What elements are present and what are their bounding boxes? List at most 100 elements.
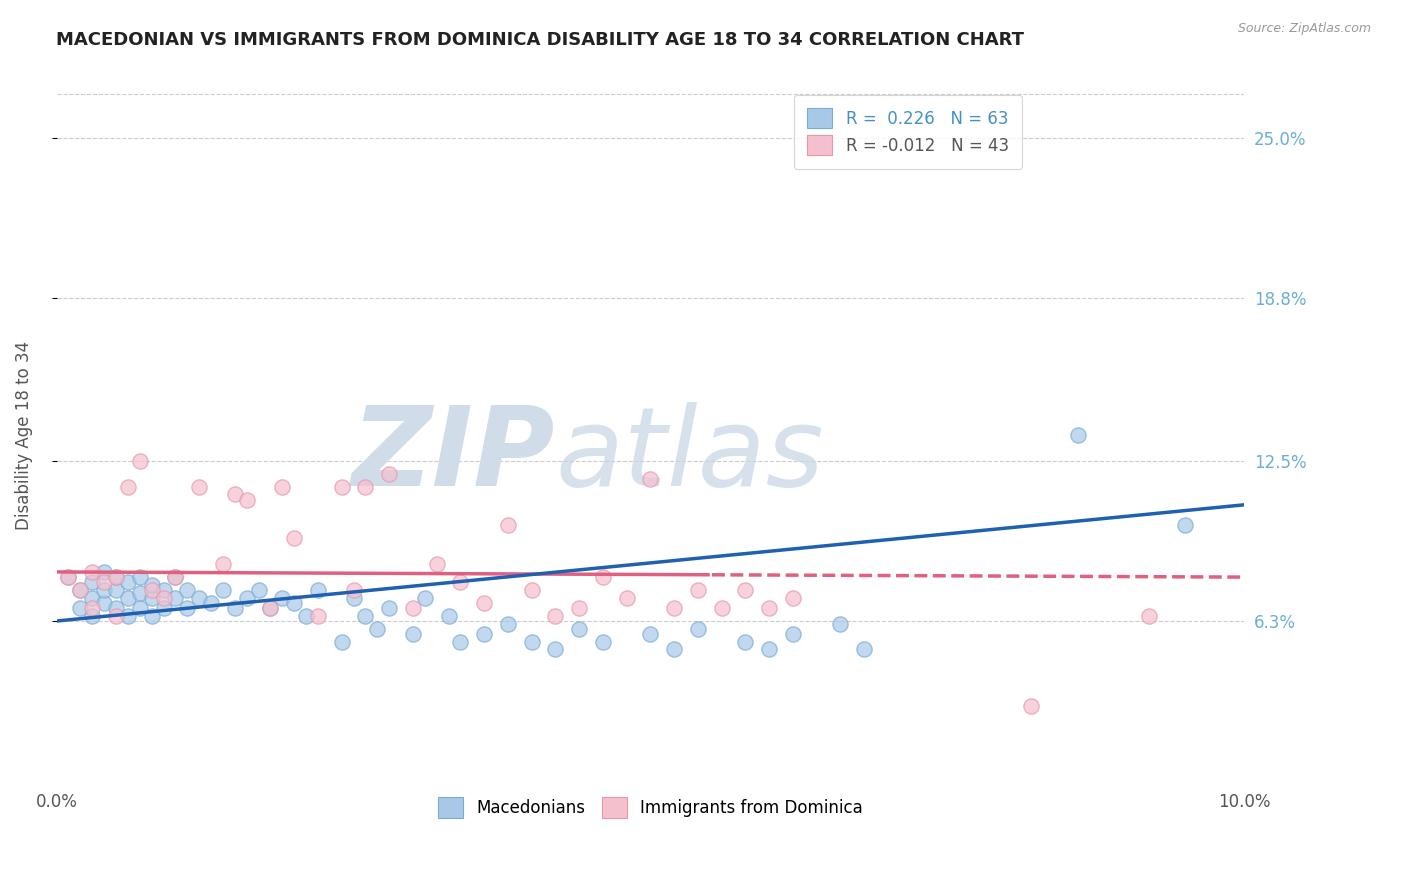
- Point: [212, 558, 235, 572]
- Point: [128, 601, 150, 615]
- Point: [128, 570, 150, 584]
- Point: [224, 601, 246, 615]
- Point: [117, 608, 139, 623]
- Point: [758, 642, 780, 657]
- Point: [664, 601, 686, 615]
- Point: [105, 582, 128, 597]
- Point: [568, 601, 591, 615]
- Point: [449, 575, 471, 590]
- Point: [105, 570, 128, 584]
- Point: [354, 608, 377, 623]
- Point: [128, 454, 150, 468]
- Text: atlas: atlas: [555, 402, 824, 509]
- Point: [544, 642, 567, 657]
- Point: [141, 608, 163, 623]
- Point: [592, 634, 614, 648]
- Point: [141, 578, 163, 592]
- Point: [176, 582, 198, 597]
- Point: [472, 596, 495, 610]
- Point: [758, 601, 780, 615]
- Point: [82, 608, 104, 623]
- Point: [426, 558, 449, 572]
- Point: [437, 608, 460, 623]
- Point: [188, 591, 211, 605]
- Point: [734, 634, 756, 648]
- Point: [295, 608, 318, 623]
- Point: [734, 582, 756, 597]
- Point: [449, 634, 471, 648]
- Point: [472, 627, 495, 641]
- Point: [69, 582, 91, 597]
- Point: [342, 582, 364, 597]
- Point: [200, 596, 222, 610]
- Point: [212, 582, 235, 597]
- Point: [224, 487, 246, 501]
- Point: [283, 532, 305, 546]
- Point: [520, 582, 543, 597]
- Point: [378, 467, 401, 481]
- Point: [69, 582, 91, 597]
- Point: [271, 591, 294, 605]
- Point: [58, 570, 80, 584]
- Point: [82, 575, 104, 590]
- Point: [117, 480, 139, 494]
- Legend: Macedonians, Immigrants from Dominica: Macedonians, Immigrants from Dominica: [432, 790, 870, 824]
- Point: [402, 601, 425, 615]
- Point: [82, 601, 104, 615]
- Point: [58, 570, 80, 584]
- Point: [105, 570, 128, 584]
- Point: [152, 582, 174, 597]
- Point: [413, 591, 436, 605]
- Point: [235, 492, 257, 507]
- Point: [782, 591, 804, 605]
- Point: [152, 601, 174, 615]
- Point: [710, 601, 733, 615]
- Point: [271, 480, 294, 494]
- Point: [117, 591, 139, 605]
- Text: MACEDONIAN VS IMMIGRANTS FROM DOMINICA DISABILITY AGE 18 TO 34 CORRELATION CHART: MACEDONIAN VS IMMIGRANTS FROM DOMINICA D…: [56, 31, 1024, 49]
- Point: [342, 591, 364, 605]
- Point: [307, 582, 329, 597]
- Point: [496, 518, 519, 533]
- Point: [686, 622, 709, 636]
- Point: [640, 472, 662, 486]
- Point: [165, 570, 187, 584]
- Point: [141, 591, 163, 605]
- Point: [165, 570, 187, 584]
- Point: [782, 627, 804, 641]
- Point: [520, 634, 543, 648]
- Point: [544, 608, 567, 623]
- Point: [82, 591, 104, 605]
- Point: [402, 627, 425, 641]
- Point: [165, 591, 187, 605]
- Point: [247, 582, 270, 597]
- Point: [105, 601, 128, 615]
- Point: [1174, 518, 1197, 533]
- Point: [592, 570, 614, 584]
- Point: [82, 565, 104, 579]
- Point: [93, 596, 115, 610]
- Point: [1067, 428, 1090, 442]
- Point: [686, 582, 709, 597]
- Point: [259, 601, 281, 615]
- Text: Source: ZipAtlas.com: Source: ZipAtlas.com: [1237, 22, 1371, 36]
- Point: [93, 575, 115, 590]
- Point: [354, 480, 377, 494]
- Point: [176, 601, 198, 615]
- Point: [830, 616, 852, 631]
- Point: [128, 585, 150, 599]
- Point: [568, 622, 591, 636]
- Point: [664, 642, 686, 657]
- Point: [188, 480, 211, 494]
- Point: [141, 582, 163, 597]
- Point: [496, 616, 519, 631]
- Point: [307, 608, 329, 623]
- Point: [616, 591, 638, 605]
- Point: [640, 627, 662, 641]
- Point: [1019, 699, 1042, 714]
- Point: [330, 480, 353, 494]
- Point: [366, 622, 388, 636]
- Point: [117, 575, 139, 590]
- Point: [235, 591, 257, 605]
- Point: [330, 634, 353, 648]
